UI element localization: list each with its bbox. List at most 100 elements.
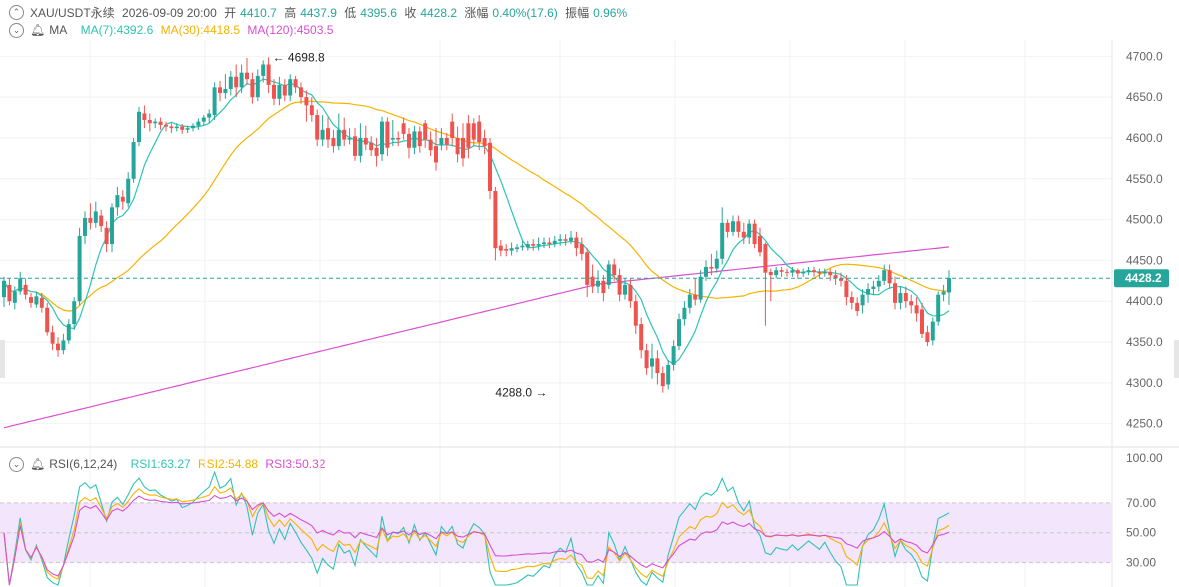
rsi2-value: RSI2:54.88 [198,457,259,471]
bell-icon[interactable]: 🔔︎ [30,23,46,37]
candle-body [936,294,941,322]
candle-body [536,244,541,246]
candle-body [525,244,530,248]
candle-body [228,76,233,89]
candle-body [855,302,860,312]
candle-body [790,270,795,273]
candle-body [741,231,746,238]
ma120-value: MA(120):4503.5 [247,23,334,37]
candle-body [893,283,897,303]
candle-body [45,307,50,333]
candle-body [34,296,39,305]
candle-body [596,280,600,287]
change-label: 涨幅 [464,6,489,20]
candle-body [396,137,401,140]
y-tick-label: 4650.0 [1126,90,1163,104]
candle-body [860,294,865,306]
candle-body [504,248,509,251]
candle-body [147,120,152,124]
ma30-line [3,100,950,312]
candle-body [363,137,368,145]
rsi-tick-label: 100.00 [1126,451,1163,465]
candle-body [255,75,260,98]
candle-body [218,87,222,94]
right-scroll-handle[interactable] [1174,340,1179,378]
candle-body [930,321,935,341]
candle-body [212,87,217,116]
left-scroll-handle[interactable] [0,340,5,378]
candle-body [174,126,179,129]
ma-toggle-chevron-icon[interactable]: ⌄ [9,23,24,38]
candle-body [579,244,584,254]
candle-body [882,270,887,281]
open-label: 开 [224,6,237,20]
candle-body [39,297,44,308]
candle-body [639,324,644,351]
candle-body [693,294,698,300]
collapse-chevron-icon[interactable]: ⌃ [9,5,24,20]
candle-body [482,137,487,147]
candle-body [169,126,174,129]
candle-body [428,139,433,151]
candle-body [385,121,390,148]
candle-body [331,137,336,147]
low-marker-label: 4288.0 → [495,386,547,400]
candle-body [50,332,55,344]
candle-body [326,128,330,140]
open-value: 4410.7 [240,6,277,20]
amplitude-value: 0.96% [593,6,628,20]
candle-body [342,129,347,140]
datetime-label: 2026-09-09 20:00 [122,6,217,20]
candle-body [822,271,827,274]
candle-body [644,350,649,369]
ma30-value: MA(30):4418.5 [160,23,241,37]
candle-body [423,123,428,140]
candle-body [552,240,557,245]
candle-body [158,121,163,125]
candle-body [185,128,190,130]
candle-body [245,72,249,80]
rsi-tick-label: 70.00 [1126,496,1156,510]
candle-body [763,244,768,273]
candle-body [601,280,606,294]
candle-body [336,129,341,147]
candle-body [142,113,147,120]
candle-body [272,84,276,99]
candle-body [277,84,282,99]
candle-body [666,364,671,385]
candle-body [444,137,449,145]
y-tick-label: 4550.0 [1126,172,1163,186]
candle-body [774,270,779,276]
candle-body [126,178,131,204]
ohlc-header: XAU/USDT永续 2026-09-09 20:00 开 4410.7 高 443… [30,4,631,21]
candle-body [315,115,320,140]
candle-body [461,137,465,159]
candle-body [455,137,460,155]
candle-body [920,309,924,334]
candle-body [569,237,573,241]
candle-body [655,358,660,374]
candle-body [120,196,125,202]
candle-body [239,72,244,88]
candle-body [849,297,854,303]
candle-body [714,258,719,269]
high-marker-label: ← 4698.8 [273,50,325,64]
candle-body [223,88,228,94]
candle-body [72,301,77,325]
candle-body [88,217,93,223]
candle-body [736,221,741,232]
rsi-toggle-chevron-icon[interactable]: ⌄ [9,457,24,472]
rsi1-value: RSI1:63.27 [130,457,191,471]
candle-body [304,97,309,106]
candle-body [66,324,71,341]
candle-body [682,307,687,320]
symbol-label: XAU/USDT永续 [30,6,115,20]
candle-body [401,123,406,134]
rsi-tick-label: 30.00 [1126,556,1156,570]
candle-body [115,195,120,208]
candle-body [77,235,82,302]
rsi-bell-icon[interactable]: 🔔︎ [30,457,46,471]
candle-body [266,64,271,85]
rsi-line-1 [3,470,950,586]
